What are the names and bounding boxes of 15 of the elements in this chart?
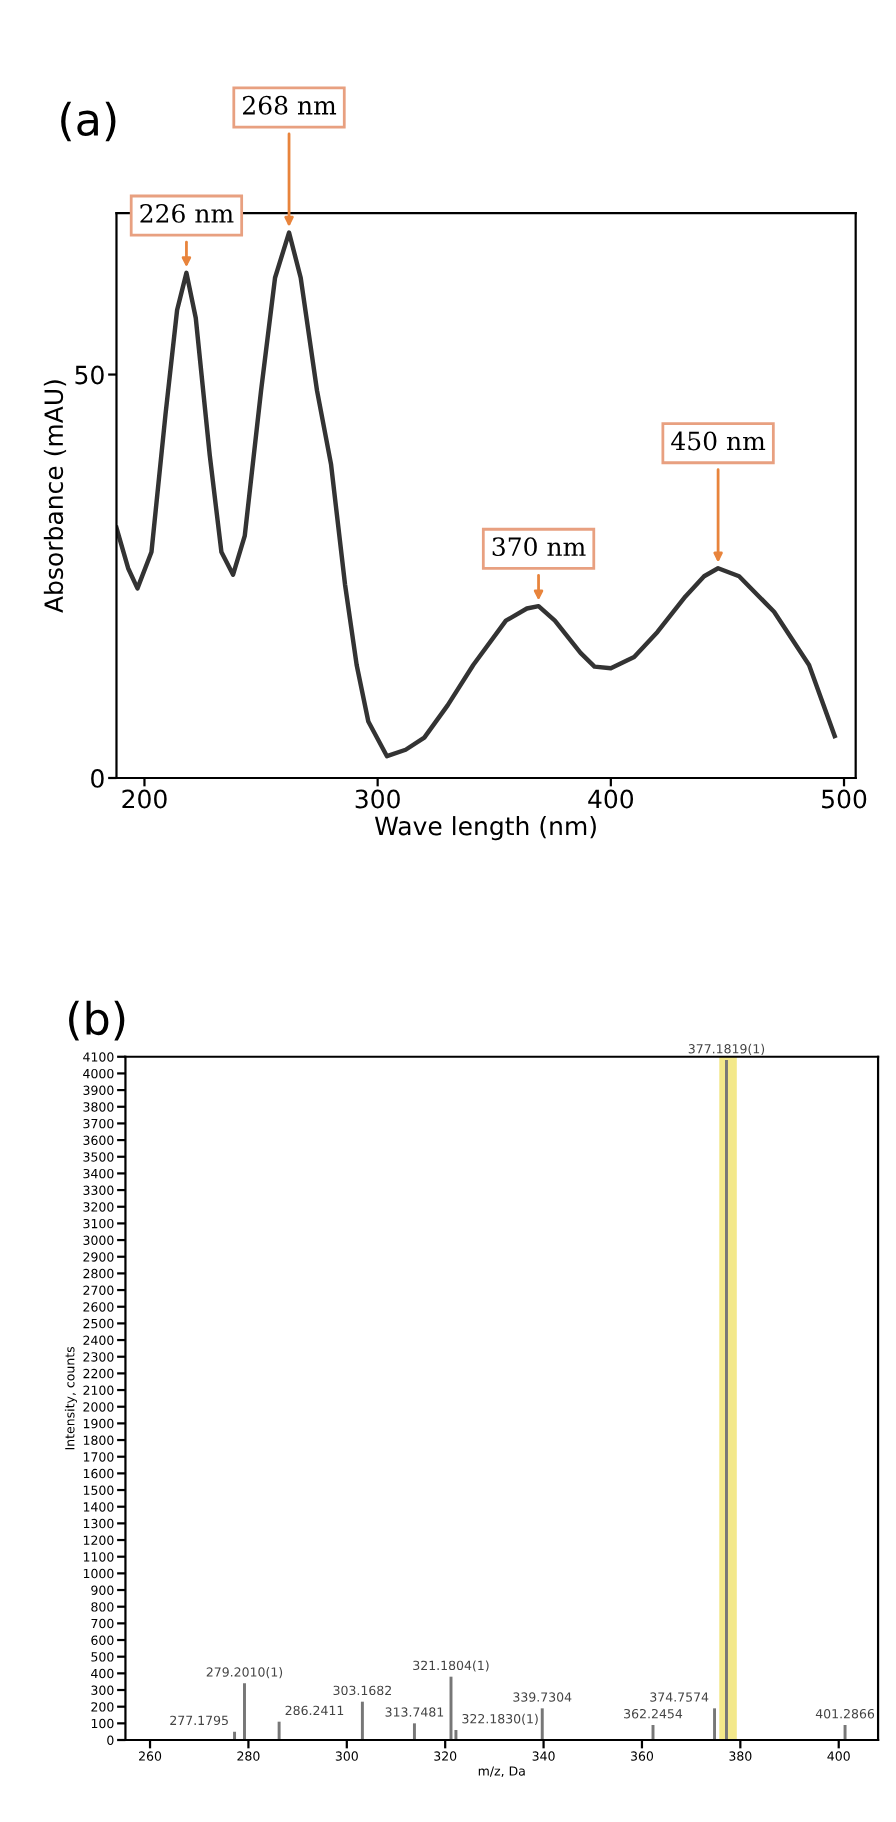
annotation: 268 nm [243,95,337,115]
annotation: 370 nm [492,537,586,557]
x-tick-label: 300 [355,789,400,809]
y-axis-title: Absorbance (mAU) [43,380,67,613]
x-tick-label: 200 [122,789,167,809]
line-series [116,230,837,759]
annotation: 226 nm [140,203,234,223]
x-axis-title: Wave length (nm) [374,816,596,841]
y-tick-label: 50 [75,365,104,385]
chart-title: (b) [69,1000,125,1041]
chart-title: (a) [61,101,116,142]
y-tick-label: 0 [91,768,104,788]
x-tick-label: 500 [822,789,867,809]
x-tick-label: 400 [588,789,634,809]
annotation: 450 nm [671,431,766,451]
